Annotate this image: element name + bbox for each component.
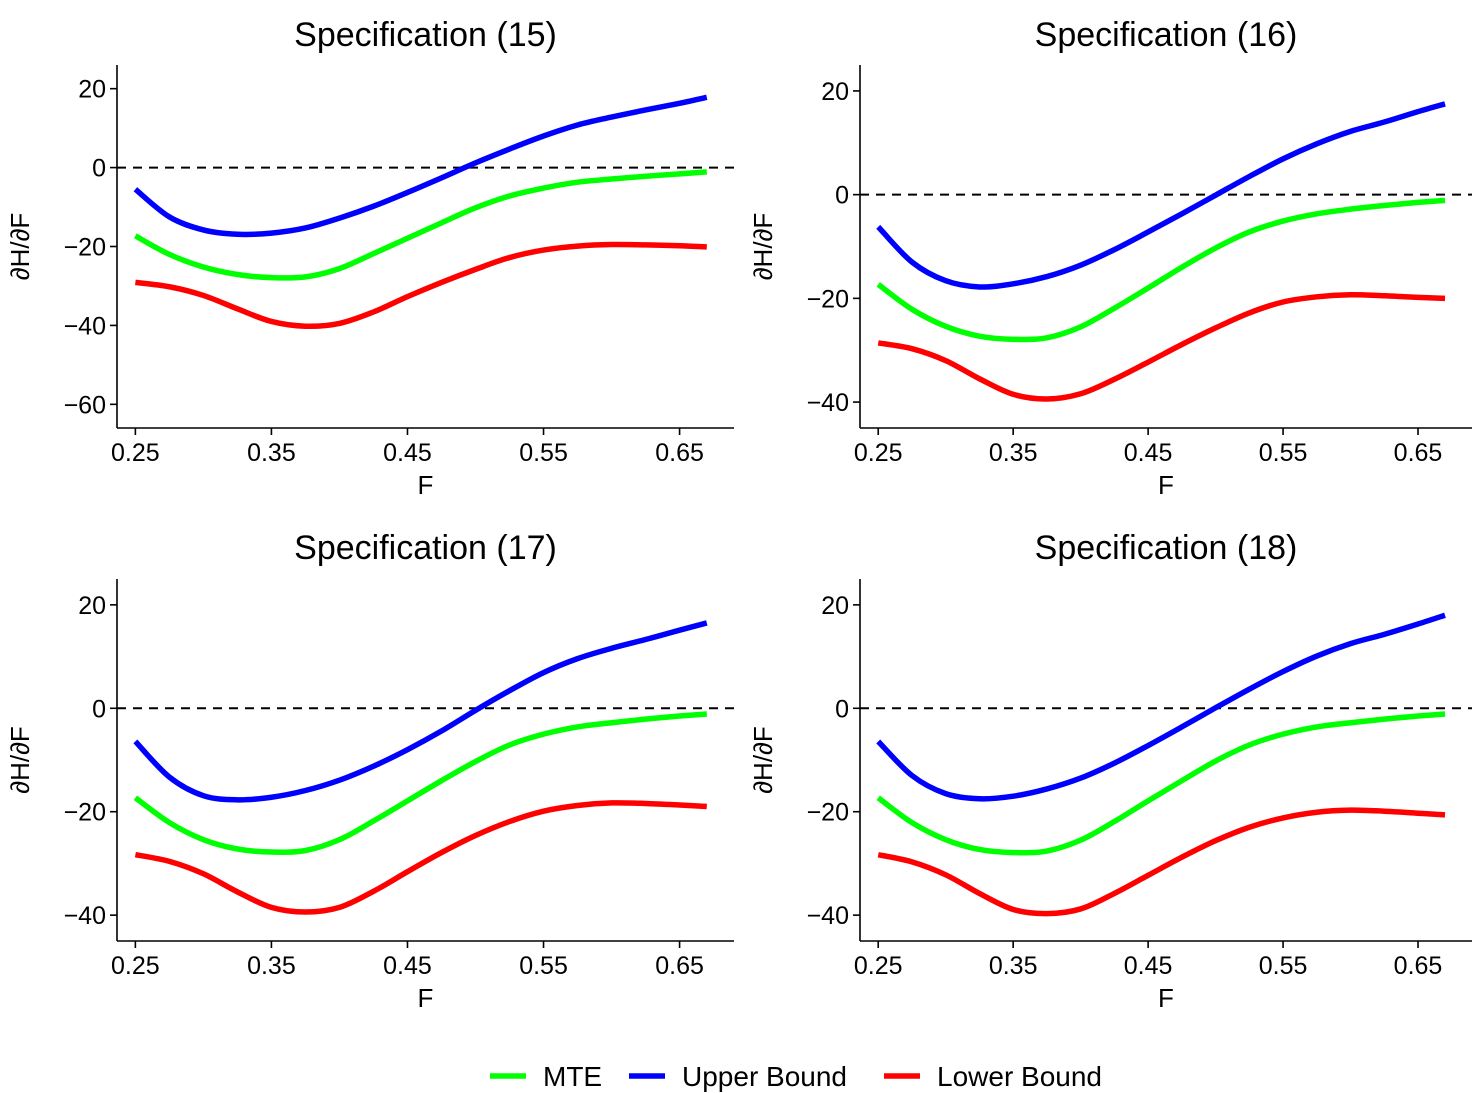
y-tick-label: 20 [821,78,849,106]
y-tick-label: −40 [807,902,849,930]
y-tick-label: −40 [64,312,106,340]
x-tick-label: 0.25 [854,952,903,980]
x-tick-label: 0.45 [1124,439,1173,467]
x-tick-label: 0.35 [247,952,296,980]
series-line-mte [134,169,707,281]
x-tick-label: 0.45 [1124,952,1173,980]
series-line-mte [876,197,1446,343]
legend-label-lower-bound: Lower Bound [937,1061,1102,1092]
x-axis-label: F [418,470,434,500]
x-tick-label: 0.55 [1259,952,1308,980]
x-tick-label: 0.65 [655,952,704,980]
y-tick-label: 0 [92,695,106,723]
series-line-mte [876,711,1446,856]
y-tick-label: −20 [64,799,106,827]
y-tick-label: −20 [807,285,849,313]
chart-panel-4: Specification (18) −40 −20 0 20 0.25 0.35 0.45 0… [748,529,1472,1013]
y-axis-label: ∂H/∂F [748,213,778,281]
y-axis-label: ∂H/∂F [5,726,35,794]
x-tick-label: 0.55 [1259,439,1308,467]
y-tick-label: −20 [807,799,849,827]
y-tick-label: 0 [835,182,849,210]
x-tick-label: 0.45 [383,439,432,467]
y-tick-label: 0 [92,155,106,183]
y-axis-label: ∂H/∂F [5,213,35,281]
x-tick-label: 0.55 [519,952,568,980]
x-tick-label: 0.25 [111,439,160,467]
y-tick-label: −60 [64,391,106,419]
x-axis-label: F [1158,470,1174,500]
series-line-lower-bound [135,241,707,330]
x-axis-label: F [418,983,434,1013]
chart-panel-2: Specification (16) −40 −20 0 20 0.25 0.35 0.45 0… [748,16,1472,500]
panel-title: Specification (18) [1035,529,1298,567]
x-tick-label: 0.25 [111,952,160,980]
x-tick-label: 0.35 [989,439,1038,467]
y-tick-label: −20 [64,234,106,262]
y-tick-label: −40 [807,389,849,417]
x-tick-label: 0.65 [1394,952,1443,980]
series-line-upper-bound [133,94,708,238]
series-line-upper-bound [876,612,1446,802]
legend-label-mte: MTE [543,1061,602,1092]
panel-title: Specification (16) [1035,16,1298,54]
x-tick-label: 0.35 [989,952,1038,980]
legend: MTE Upper Bound Lower Bound [490,1061,1102,1092]
x-axis-label: F [1158,983,1174,1013]
x-tick-label: 0.45 [383,952,432,980]
chart-panel-3: Specification (17) −40 −20 0 20 0.25 0.35 0.45 0… [5,529,734,1013]
panel-title: Specification (17) [294,529,557,567]
y-tick-label: 20 [78,76,106,104]
x-tick-label: 0.55 [519,439,568,467]
legend-label-upper-bound: Upper Bound [682,1061,847,1092]
chart-panel-1: Specification (15) −60 −40 −20 0 20 0.25 0.35 0.… [5,16,734,500]
panel-title: Specification (15) [294,16,557,54]
series-line-upper-bound [876,101,1446,290]
series-line-mte [133,711,708,855]
y-tick-label: 20 [821,592,849,620]
x-tick-label: 0.65 [655,439,704,467]
y-axis-label: ∂H/∂F [748,726,778,794]
x-tick-label: 0.35 [247,439,296,467]
y-tick-label: 0 [835,695,849,723]
x-tick-label: 0.65 [1394,439,1443,467]
series-line-lower-bound [877,291,1446,402]
series-line-lower-bound [877,807,1446,917]
y-tick-label: −40 [64,902,106,930]
y-tick-label: 20 [78,592,106,620]
series-line-upper-bound [133,620,708,803]
series-line-lower-bound [134,800,707,915]
x-tick-label: 0.25 [854,439,903,467]
